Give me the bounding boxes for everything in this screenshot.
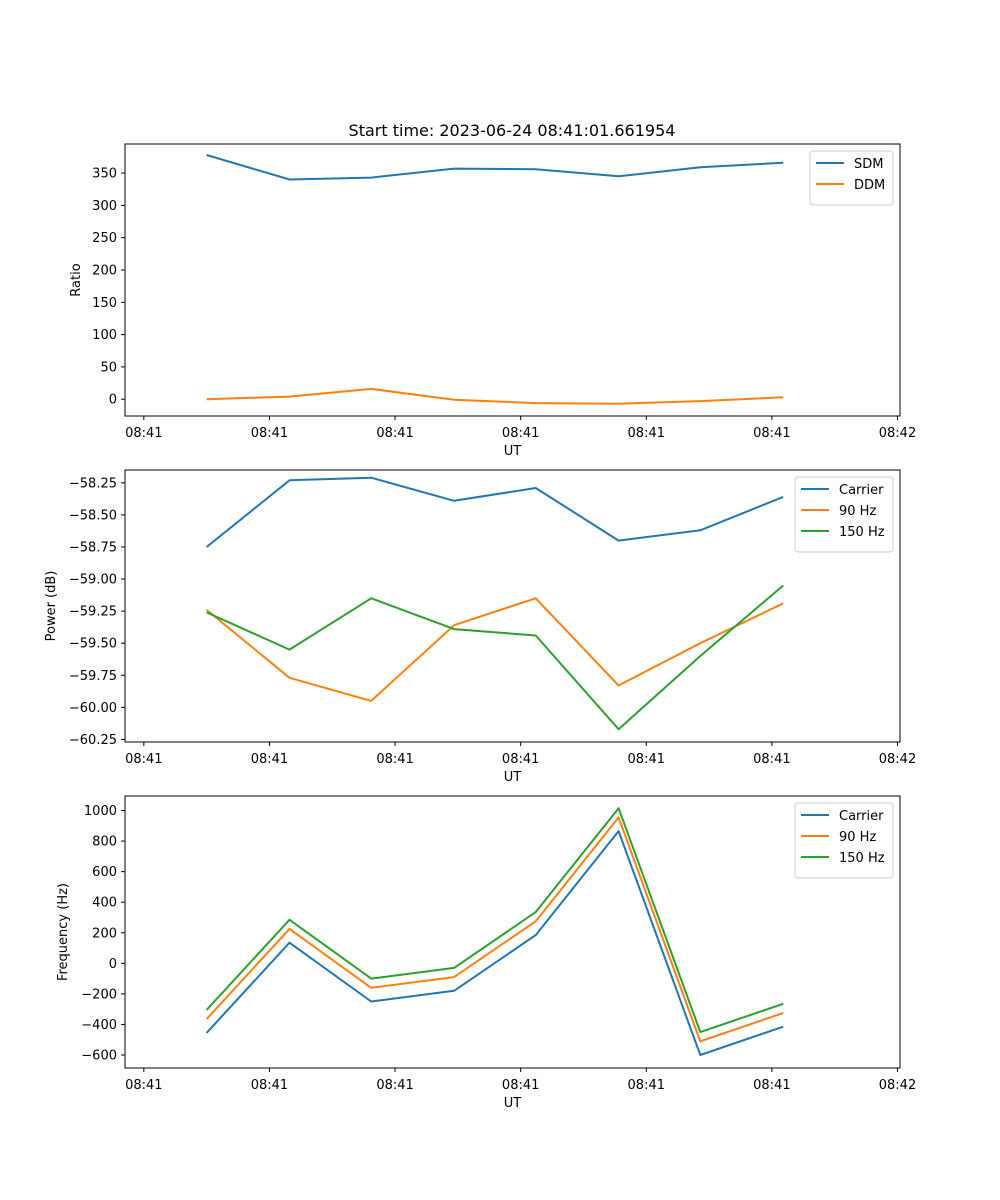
- legend-label: 90 Hz: [839, 504, 876, 519]
- y-tick-label: −600: [81, 1049, 117, 1064]
- x-tick-label: 08:42: [879, 752, 916, 767]
- legend-box: [794, 476, 894, 553]
- y-tick-label: −60.00: [69, 701, 117, 716]
- figure-title: Start time: 2023-06-24 08:41:01.661954: [349, 121, 676, 140]
- series-line-150-hz: [205, 807, 784, 1034]
- x-tick-label: 08:41: [502, 1078, 539, 1093]
- y-tick-label: 0: [109, 957, 117, 972]
- x-tick-label: 08:41: [125, 426, 162, 441]
- y-tick-label: 600: [92, 865, 117, 880]
- x-tick-label: 08:42: [879, 1078, 916, 1093]
- y-tick-label: 150: [92, 296, 117, 311]
- series-line-90-hz: [205, 816, 784, 1043]
- legend-label: 150 Hz: [839, 851, 885, 866]
- y-tick-label: 200: [92, 926, 117, 941]
- y-tick-label: −59.75: [69, 669, 117, 684]
- y-tick-label: 350: [92, 167, 117, 182]
- x-axis-label: UT: [504, 444, 522, 459]
- y-tick-label: 1000: [84, 804, 117, 819]
- series-line-sdm: [206, 154, 784, 181]
- x-tick-label: 08:41: [251, 426, 288, 441]
- y-tick-label: −58.50: [69, 508, 117, 523]
- axes-frame: [124, 143, 901, 417]
- axes-frame: [124, 469, 901, 743]
- legend-label: Carrier: [839, 483, 884, 498]
- series-line-150-hz: [206, 584, 784, 731]
- y-tick-label: −400: [81, 1018, 117, 1033]
- legend-label: 150 Hz: [839, 525, 885, 540]
- y-tick-label: 200: [92, 263, 117, 278]
- x-tick-label: 08:41: [376, 752, 413, 767]
- y-tick-label: 0: [109, 393, 117, 408]
- y-tick-label: 50: [100, 360, 117, 375]
- x-tick-label: 08:42: [879, 426, 916, 441]
- x-tick-label: 08:41: [628, 752, 665, 767]
- y-tick-label: −59.25: [69, 605, 117, 620]
- y-tick-label: −59.00: [69, 573, 117, 588]
- x-tick-label: 08:41: [502, 752, 539, 767]
- legend-box: [794, 802, 894, 879]
- x-tick-label: 08:41: [753, 426, 790, 441]
- x-tick-label: 08:41: [376, 1078, 413, 1093]
- y-axis-label: Frequency (Hz): [56, 883, 71, 981]
- series-line-carrier: [205, 830, 784, 1056]
- y-tick-label: −59.50: [69, 637, 117, 652]
- x-tick-label: 08:41: [628, 426, 665, 441]
- x-tick-label: 08:41: [251, 752, 288, 767]
- x-tick-label: 08:41: [753, 752, 790, 767]
- x-tick-label: 08:41: [628, 1078, 665, 1093]
- x-tick-label: 08:41: [125, 752, 162, 767]
- y-axis-label: Power (dB): [44, 571, 59, 642]
- x-tick-label: 08:41: [251, 1078, 288, 1093]
- legend: Carrier 90 Hz 150 Hz: [794, 476, 894, 553]
- legend-label: 90 Hz: [839, 830, 876, 845]
- y-tick-label: −58.75: [69, 540, 117, 555]
- series-line-ddm: [206, 387, 784, 405]
- y-axis-label: Ratio: [69, 263, 84, 296]
- legend: SDM DDM: [809, 150, 894, 206]
- subplot-2: 08:41 08:41 08:41 08:41 08:41 08:41 08:42 −60.2…: [44, 469, 916, 785]
- y-tick-label: 300: [92, 199, 117, 214]
- series-line-carrier: [205, 476, 784, 548]
- y-tick-label: −60.25: [69, 733, 117, 748]
- x-axis-label: UT: [504, 770, 522, 785]
- legend-box: [809, 150, 894, 206]
- subplot-3: 08:41 08:41 08:41 08:41 08:41 08:41 08:42 −600 −…: [56, 795, 916, 1111]
- y-tick-label: −200: [81, 987, 117, 1002]
- x-tick-label: 08:41: [753, 1078, 790, 1093]
- legend-label: Carrier: [839, 809, 884, 824]
- subplot-1: 08:41 08:41 08:41 08:41 08:41 08:41 08:42 0 50 10…: [69, 143, 916, 459]
- y-tick-label: 100: [92, 328, 117, 343]
- y-tick-label: 400: [92, 896, 117, 911]
- x-tick-label: 08:41: [376, 426, 413, 441]
- y-tick-label: −58.25: [69, 476, 117, 491]
- x-tick-label: 08:41: [125, 1078, 162, 1093]
- x-tick-label: 08:41: [502, 426, 539, 441]
- series-line-90-hz: [205, 597, 784, 702]
- legend: Carrier 90 Hz 150 Hz: [794, 802, 894, 879]
- x-axis-label: UT: [504, 1096, 522, 1111]
- y-tick-label: 250: [92, 231, 117, 246]
- legend-label: DDM: [854, 178, 885, 193]
- legend-label: SDM: [854, 157, 883, 172]
- y-tick-label: 800: [92, 835, 117, 850]
- axes-frame: [124, 795, 901, 1069]
